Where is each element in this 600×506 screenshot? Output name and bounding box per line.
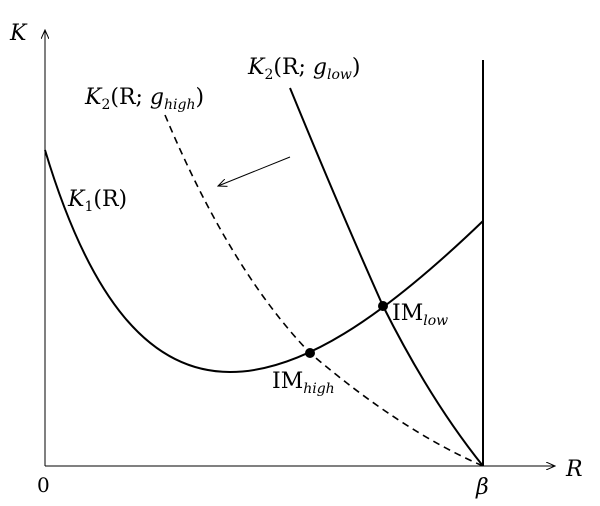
k2-low-label: K2(R; glow) [247,55,361,83]
im-high-point [305,348,315,358]
im-low-point [378,301,388,311]
k1-curve [44,149,484,374]
k2-low-curve [289,87,484,467]
origin-label: 0 [37,473,50,497]
k1-label: K1(R) [67,187,127,215]
shift-arrow [218,156,291,186]
x-axis-label: R [565,457,583,482]
beta-label: β [475,475,489,500]
im-low-label: IMlow [392,301,448,329]
k2-high-label: K2(R; ghigh) [84,85,204,113]
im-high-label: IMhigh [272,369,335,397]
y-axis-label: K [9,21,28,46]
